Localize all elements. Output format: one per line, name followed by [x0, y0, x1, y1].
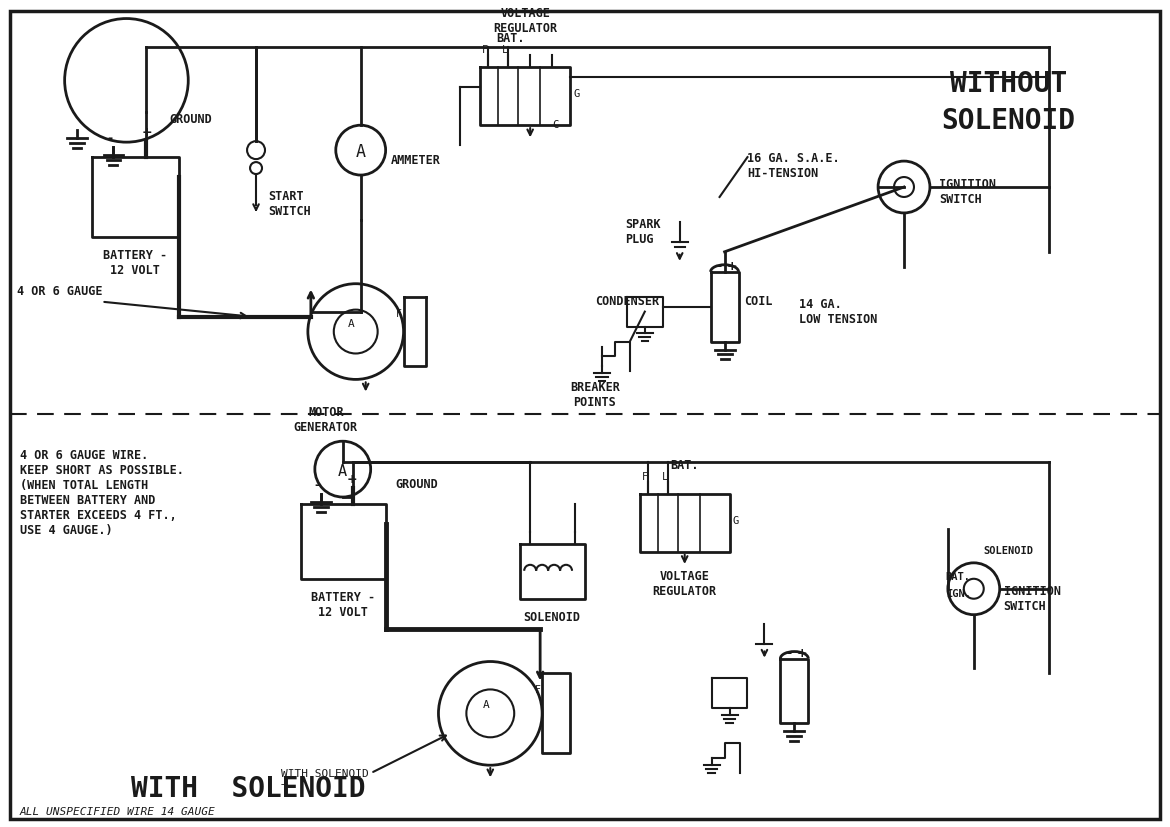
Text: VOLTAGE
REGULATOR: VOLTAGE REGULATOR [493, 7, 557, 36]
Text: -: - [716, 260, 722, 273]
Text: A: A [347, 318, 355, 328]
Text: SOLENOID: SOLENOID [984, 546, 1034, 556]
Text: SOLENOID: SOLENOID [524, 610, 580, 624]
Text: 14 GA.
LOW TENSION: 14 GA. LOW TENSION [799, 298, 878, 326]
Text: BATTERY -
12 VOLT: BATTERY - 12 VOLT [103, 249, 167, 277]
Text: WITH SOLENOID
→: WITH SOLENOID → [281, 768, 369, 790]
Text: IGNITION
SWITCH: IGNITION SWITCH [1004, 585, 1061, 613]
Text: WITHOUT
SOLENOID: WITHOUT SOLENOID [942, 69, 1075, 135]
Text: +: + [142, 127, 152, 139]
Text: +: + [727, 260, 737, 273]
Text: ALL UNSPECIFIED WIRE 14 GAUGE: ALL UNSPECIFIED WIRE 14 GAUGE [20, 807, 215, 817]
Text: F: F [395, 308, 401, 318]
Text: BAT.: BAT. [670, 459, 698, 472]
Text: +: + [346, 473, 357, 486]
Text: -: - [315, 479, 319, 492]
Text: L: L [661, 472, 668, 482]
Text: F: F [482, 45, 488, 55]
Text: MOTOR
GENERATOR: MOTOR GENERATOR [294, 406, 358, 434]
Text: IGNITION
SWITCH: IGNITION SWITCH [938, 178, 996, 206]
Text: BAT.: BAT. [496, 32, 524, 45]
Text: A: A [356, 143, 366, 161]
Text: SPARK
PLUG: SPARK PLUG [625, 218, 661, 246]
Text: BREAKER
POINTS: BREAKER POINTS [570, 381, 620, 409]
Text: C: C [552, 120, 558, 130]
Text: A: A [338, 464, 347, 479]
Text: G: G [573, 89, 579, 99]
Text: F: F [535, 686, 541, 696]
Text: GROUND: GROUND [170, 112, 212, 126]
Text: L: L [502, 45, 509, 55]
Text: WITH  SOLENOID: WITH SOLENOID [131, 775, 366, 803]
Text: COIL: COIL [744, 295, 773, 308]
Text: BAT.: BAT. [945, 571, 971, 581]
Text: 4 OR 6 GAUGE WIRE.
KEEP SHORT AS POSSIBLE.
(WHEN TOTAL LENGTH
BETWEEN BATTERY AN: 4 OR 6 GAUGE WIRE. KEEP SHORT AS POSSIBL… [20, 449, 184, 538]
Text: -: - [108, 132, 112, 146]
Text: +: + [797, 647, 807, 660]
Text: A: A [482, 700, 489, 710]
Text: F: F [641, 472, 648, 482]
Text: G: G [732, 516, 738, 526]
Text: 4 OR 6 GAUGE: 4 OR 6 GAUGE [16, 285, 102, 299]
Text: AMMETER: AMMETER [391, 154, 440, 166]
Text: CONDENSER: CONDENSER [596, 295, 659, 308]
Text: START
SWITCH: START SWITCH [268, 190, 311, 218]
Text: GROUND: GROUND [395, 477, 439, 490]
Text: BATTERY -
12 VOLT: BATTERY - 12 VOLT [311, 590, 374, 619]
Text: 16 GA. S.A.E.
HI-TENSION: 16 GA. S.A.E. HI-TENSION [748, 152, 840, 180]
Text: IGN.: IGN. [945, 589, 971, 599]
Text: VOLTAGE
REGULATOR: VOLTAGE REGULATOR [653, 570, 717, 598]
Text: -: - [786, 647, 791, 660]
